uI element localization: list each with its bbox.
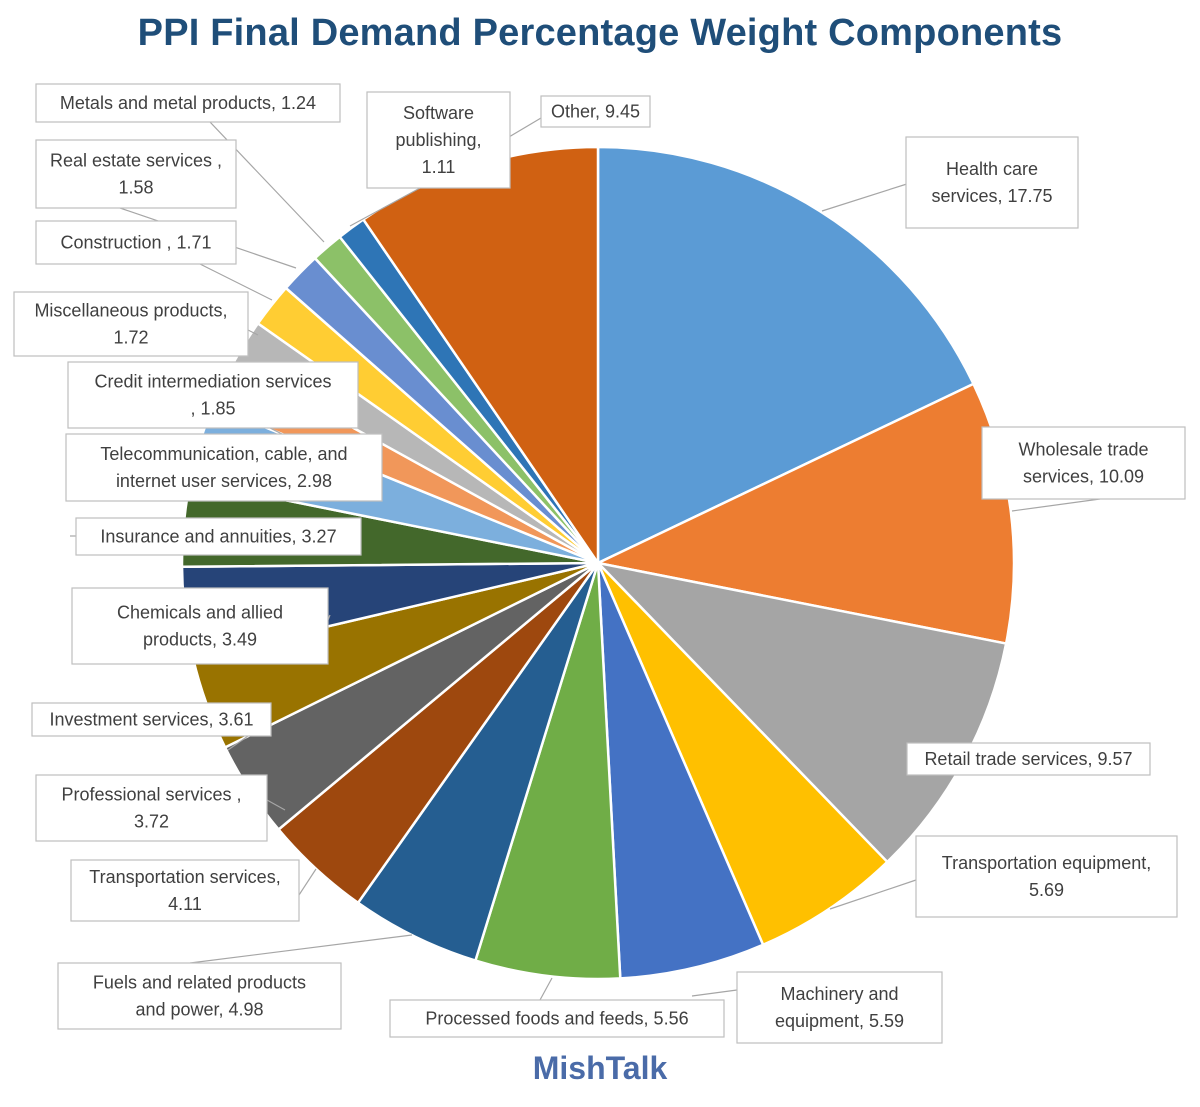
- data-label-text: services, 17.75: [931, 186, 1052, 206]
- data-label-text: Chemicals and allied: [117, 603, 283, 623]
- data-label-box: [71, 587, 329, 665]
- data-label-transportation-services: Transportation services, 4.11: [70, 859, 300, 922]
- data-label-text: equipment, 5.59: [775, 1011, 904, 1031]
- data-label-miscellaneous-products: Miscellaneous products, 1.72: [13, 291, 249, 357]
- data-label-box: [915, 835, 1178, 918]
- data-label-text: Fuels and related products: [93, 973, 306, 993]
- data-label-machinery-and-equipment: Machinery and equipment, 5.59: [736, 971, 943, 1044]
- data-label-text: Transportation equipment,: [942, 853, 1151, 873]
- data-label-box: [35, 139, 237, 209]
- data-label-text: publishing,: [395, 130, 481, 150]
- data-label-investment-services: Investment services, 3.61: [31, 702, 272, 737]
- data-label-text: Health care: [946, 159, 1038, 179]
- data-label-box: [31, 702, 272, 737]
- data-label-retail-trade-services: Retail trade services, 9.57: [906, 742, 1151, 776]
- data-label-text: and power, 4.98: [135, 1000, 263, 1020]
- pie-slice-processed-foods-and-feeds: [473, 562, 622, 981]
- data-label-text: Professional services ,: [61, 785, 241, 805]
- data-label-box: [70, 859, 300, 922]
- data-label-processed-foods-and-feeds: Processed foods and feeds, 5.56: [389, 999, 725, 1038]
- data-label-text: Real estate services ,: [50, 151, 222, 171]
- data-label-box: [366, 91, 511, 189]
- data-label-professional-services: Professional services , 3.72: [35, 774, 268, 842]
- data-label-text: services, 10.09: [1023, 467, 1144, 487]
- data-label-chemicals-and-allied-products: Chemicals and allied products, 3.49: [71, 587, 329, 665]
- data-label-real-estate-services: Real estate services , 1.58: [35, 139, 237, 209]
- data-label-text: Processed foods and feeds, 5.56: [425, 1009, 688, 1029]
- data-label-text: Machinery and: [780, 984, 898, 1004]
- leader-line-credit-intermediation-services: [269, 427, 283, 435]
- data-label-box: [35, 83, 341, 123]
- data-label-box: [905, 136, 1079, 229]
- data-label-text: Insurance and annuities, 3.27: [100, 527, 336, 547]
- pie-slice-health-care-services: [596, 145, 976, 565]
- pie-slice-transportation-equipment: [596, 562, 890, 947]
- data-label-construction: Construction , 1.71: [35, 220, 237, 265]
- data-label-credit-intermediation-services: Credit intermediation services , 1.85: [67, 361, 359, 429]
- data-label-text: Retail trade services, 9.57: [924, 749, 1132, 769]
- data-label-text: Metals and metal products, 1.24: [60, 93, 316, 113]
- data-label-text: Credit intermediation services: [94, 372, 331, 392]
- data-label-text: 1.11: [422, 157, 456, 177]
- data-label-box: [57, 962, 342, 1030]
- data-label-box: [13, 291, 249, 357]
- pie-slice-machinery-and-equipment: [596, 562, 765, 980]
- leader-line-construction: [199, 263, 273, 301]
- leader-line-software-publishing: [349, 187, 421, 227]
- pie-slices: [180, 145, 1016, 981]
- data-label-transportation-equipment: Transportation equipment, 5.69: [915, 835, 1178, 918]
- data-label-text: Miscellaneous products,: [34, 301, 227, 321]
- data-label-box: [389, 999, 725, 1038]
- data-label-text: internet user services, 2.98: [116, 471, 332, 491]
- data-label-box: [981, 426, 1186, 500]
- leader-line-transportation-services: [298, 868, 317, 896]
- leader-line-miscellaneous-products: [247, 329, 259, 336]
- data-label-fuels-and-related-products-and-power: Fuels and related products and power, 4.9…: [57, 962, 342, 1030]
- chart-title: PPI Final Demand Percentage Weight Compo…: [137, 12, 1063, 54]
- data-label-health-care-services: Health care services, 17.75: [905, 136, 1079, 229]
- data-label-other: Other, 9.45: [540, 95, 651, 128]
- data-label-box: [75, 517, 362, 556]
- data-label-insurance-and-annuities: Insurance and annuities, 3.27: [75, 517, 362, 556]
- data-label-box: [35, 774, 268, 842]
- leader-line-processed-foods-and-feeds: [539, 977, 553, 1001]
- data-label-telecommunication-cable-and-internet-user-services: Telecommunication, cable, and internet us…: [65, 433, 383, 502]
- data-label-box: [540, 95, 651, 128]
- leader-line-health-care-services: [821, 182, 911, 212]
- data-label-software-publishing: Software publishing, 1.11: [366, 91, 511, 189]
- data-label-box: [65, 433, 383, 502]
- data-label-text: 4.11: [168, 894, 202, 914]
- data-label-text: 1.58: [118, 178, 153, 198]
- data-labels: Health care services, 17.75 Wholesale trad…: [13, 83, 1186, 1044]
- data-label-text: 5.69: [1029, 880, 1064, 900]
- leader-line-machinery-and-equipment: [691, 989, 738, 997]
- data-label-text: 1.72: [113, 328, 148, 348]
- data-label-box: [906, 742, 1151, 776]
- leader-line-transportation-equipment: [829, 879, 917, 910]
- data-label-text: Investment services, 3.61: [49, 710, 253, 730]
- data-label-box: [35, 220, 237, 265]
- data-label-text: Construction , 1.71: [60, 233, 211, 253]
- leader-line-fuels-and-related-products-and-power: [189, 934, 413, 964]
- data-label-text: Transportation services,: [89, 867, 280, 887]
- data-label-box: [736, 971, 943, 1044]
- data-label-text: products, 3.49: [143, 630, 257, 650]
- data-label-text: 3.72: [134, 812, 169, 832]
- data-label-wholesale-trade-services: Wholesale trade services, 10.09: [981, 426, 1186, 500]
- pie-slice-wholesale-trade-services: [594, 382, 1016, 646]
- watermark-mishtalk: MishTalk: [532, 1050, 668, 1086]
- data-label-box: [67, 361, 359, 429]
- data-label-metals-and-metal-products: Metals and metal products, 1.24: [35, 83, 341, 123]
- data-label-text: Telecommunication, cable, and: [100, 444, 347, 464]
- leader-line-professional-services: [266, 799, 286, 811]
- data-label-text: Software: [403, 103, 474, 123]
- leader-line-wholesale-trade-services: [1011, 498, 1101, 512]
- data-label-text: Other, 9.45: [551, 102, 640, 122]
- data-label-text: , 1.85: [190, 399, 235, 419]
- data-label-text: Wholesale trade: [1018, 440, 1148, 460]
